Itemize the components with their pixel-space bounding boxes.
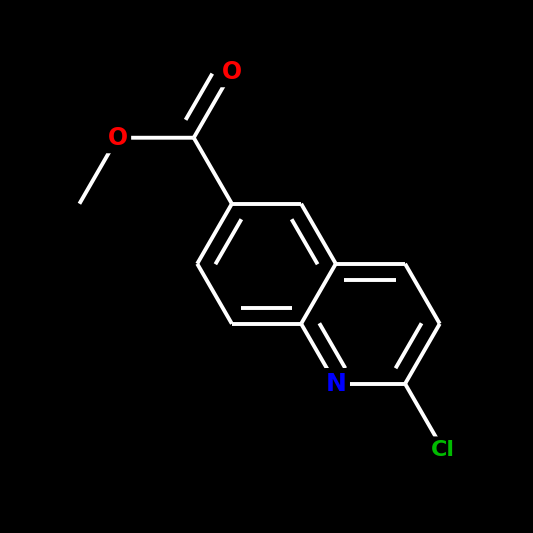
- Text: N: N: [325, 372, 346, 396]
- Text: Cl: Cl: [431, 440, 455, 460]
- Text: O: O: [222, 60, 242, 84]
- Text: O: O: [108, 126, 127, 150]
